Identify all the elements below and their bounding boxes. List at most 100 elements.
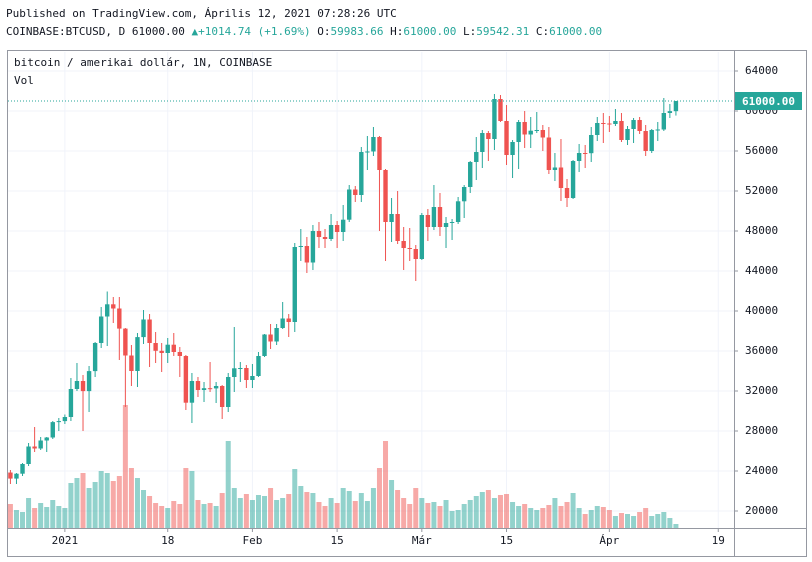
up-arrow: ▲ xyxy=(191,25,199,38)
volume-bar xyxy=(183,468,189,528)
volume-bar xyxy=(86,488,92,528)
volume-bar xyxy=(147,496,153,528)
volume-bar xyxy=(540,508,546,528)
candle-body xyxy=(14,473,19,479)
candle-body xyxy=(38,440,43,449)
volume-bar xyxy=(485,490,491,528)
y-tick-label: 20000 xyxy=(745,504,778,517)
volume-bar xyxy=(328,498,334,528)
candle-body xyxy=(383,170,388,222)
candle-body xyxy=(546,137,552,170)
volume-bar xyxy=(334,503,340,528)
volume-bar xyxy=(612,516,618,528)
candle-body xyxy=(8,472,13,479)
volume-bar xyxy=(32,508,38,528)
volume-bar xyxy=(189,471,195,528)
candle-body xyxy=(389,214,394,222)
volume-bar xyxy=(643,508,649,528)
candle-body xyxy=(528,130,533,135)
candle-body xyxy=(105,304,110,317)
h-label: H: xyxy=(390,25,404,38)
candle-body xyxy=(570,161,576,198)
candle-body xyxy=(147,319,152,343)
chart-frame xyxy=(7,50,807,557)
candle-body xyxy=(86,371,92,392)
candle-body xyxy=(32,446,37,449)
legend-title: bitcoin / amerikai dollár, 1N, COINBASE xyxy=(14,56,272,69)
candle-body xyxy=(92,343,98,372)
volume-bar xyxy=(576,508,582,528)
candle-body xyxy=(582,153,588,154)
volume-bar xyxy=(122,405,128,528)
volume-bar xyxy=(98,471,104,528)
volume-bar xyxy=(262,496,268,528)
candle-body xyxy=(425,215,431,227)
candle-body xyxy=(377,137,382,170)
volume-bar xyxy=(20,512,26,528)
volume-bar xyxy=(661,512,667,528)
volume-bar xyxy=(44,507,50,528)
candle-body xyxy=(347,189,352,220)
volume-bar xyxy=(401,498,407,528)
candle-body xyxy=(298,246,304,247)
volume-bar xyxy=(62,508,68,528)
volume-bar xyxy=(564,502,570,528)
volume-bar xyxy=(625,514,631,528)
candle-body xyxy=(407,248,412,249)
volume-bar xyxy=(13,510,19,528)
volume-bar xyxy=(249,500,255,528)
volume-bar xyxy=(497,495,503,528)
volume-bar xyxy=(582,514,588,528)
candle-body xyxy=(226,377,231,407)
candle-body xyxy=(589,135,594,154)
candle-body xyxy=(455,201,461,222)
candle-body xyxy=(286,318,291,322)
candle-body xyxy=(601,123,606,124)
last: 61000.00 xyxy=(131,25,185,38)
volume-bar xyxy=(546,505,552,528)
volume-bar xyxy=(455,510,461,528)
volume-bar xyxy=(213,506,219,528)
volume-bar xyxy=(473,496,479,528)
candle-body xyxy=(564,188,570,198)
volume-bar xyxy=(298,486,304,528)
y-tick-label: 36000 xyxy=(745,344,778,357)
volume-bar xyxy=(588,510,594,528)
volume-bar xyxy=(479,492,485,528)
candle-body xyxy=(516,122,521,142)
candle-body xyxy=(153,343,158,351)
volume-bar xyxy=(491,498,497,528)
candle-body xyxy=(68,389,74,417)
candle-body xyxy=(334,225,340,232)
candle-body xyxy=(365,151,370,153)
candle-body xyxy=(292,247,297,322)
candle-body xyxy=(310,231,316,263)
candle-body xyxy=(461,187,467,202)
o-value: 59983.66 xyxy=(330,25,384,38)
volume-bar xyxy=(134,478,140,528)
volume-bar xyxy=(310,493,316,528)
published-line: Published on TradingView.com, Április 12… xyxy=(6,7,397,20)
volume-bar xyxy=(425,503,431,528)
volume-bar xyxy=(268,488,274,528)
volume-bar xyxy=(558,506,564,528)
published: Published on TradingView.com, Április 12… xyxy=(6,7,397,20)
y-tick-label: 28000 xyxy=(745,424,778,437)
volume-bar xyxy=(528,508,534,528)
candle-body xyxy=(322,237,328,239)
candle-body xyxy=(413,249,418,259)
volume-bar xyxy=(655,514,661,528)
y-tick-label: 64000 xyxy=(745,64,778,77)
candle-body xyxy=(50,422,55,438)
candle-body xyxy=(316,231,322,237)
volume-bar xyxy=(449,511,455,528)
candle-body xyxy=(232,368,237,377)
c-label: C: xyxy=(535,25,550,38)
volume-bar xyxy=(467,500,473,528)
volume-bar xyxy=(352,501,358,528)
x-tick-label: 15 xyxy=(330,534,343,547)
volume-bar xyxy=(419,498,425,528)
y-tick-label: 52000 xyxy=(745,184,778,197)
candle-body xyxy=(183,356,189,403)
h-value: 61000.00 xyxy=(403,25,457,38)
